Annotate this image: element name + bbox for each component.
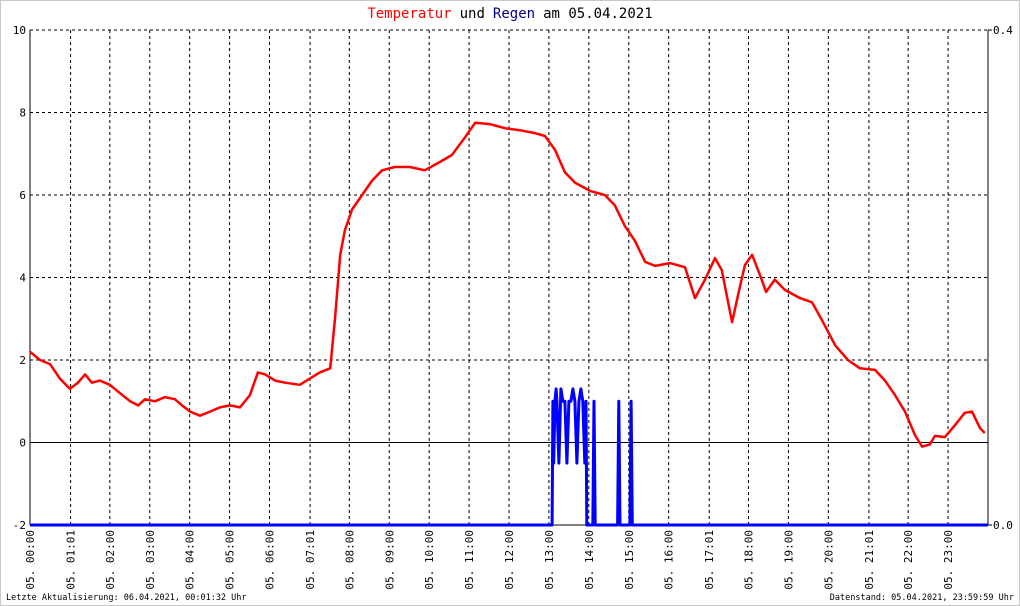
x-tick-label: 05. 08:00 [343,530,356,590]
x-tick-label: 05. 10:00 [423,530,436,590]
x-tick-label: 05. 04:00 [184,530,197,590]
y-tick-label: 4 [19,272,26,285]
x-tick-label: 05. 06:00 [264,530,277,590]
x-tick-label: 05. 03:00 [144,530,157,590]
x-tick-label: 05. 23:00 [942,530,955,590]
x-tick-label: 05. 19:00 [782,530,795,590]
footer-right: Datenstand: 05.04.2021, 23:59:59 Uhr [830,593,1014,603]
y2-tick-label: 0.4 [993,24,1013,37]
y-tick-label: 10 [13,24,26,37]
x-tick-label: 05. 09:00 [383,530,396,590]
y-tick-label: 8 [19,107,26,120]
x-tick-label: 05. 21:01 [863,530,876,590]
footer-left: Letzte Aktualisierung: 06.04.2021, 00:01… [6,593,247,603]
title-word: am 05.04.2021 [543,6,653,22]
y2-tick-label: 0.0 [993,519,1013,532]
x-tick-label: 05. 17:01 [703,530,716,590]
x-tick-label: 05. 16:00 [663,530,676,590]
title-rain: Regen [493,6,535,22]
x-tick-label: 05. 01:01 [65,530,78,590]
x-tick-label: 05. 11:00 [463,530,476,590]
x-tick-label: 05. 18:00 [743,530,756,590]
title-word: und [460,6,485,22]
x-tick-label: 05. 20:00 [822,530,835,590]
chart-title: Temperatur und Regen am 05.04.2021 [367,6,652,22]
x-tick-label: 05. 00:00 [24,530,37,590]
series-line [30,387,988,527]
x-tick-label: 05. 12:00 [503,530,516,590]
series-line [29,121,986,448]
x-tick-label: 05. 15:00 [623,530,636,590]
x-tick-label: 05. 07:01 [304,530,317,590]
x-tick-label: 05. 02:00 [104,530,117,590]
x-tick-label: 05. 14:00 [583,530,596,590]
y-tick-label: 6 [19,189,26,202]
y-tick-label: 0 [19,437,26,450]
y-tick-label: 2 [19,354,26,367]
y-tick-label: -2 [13,519,26,532]
x-tick-label: 05. 13:00 [543,530,556,590]
x-tick-label: 05. 22:00 [902,530,915,590]
title-temperature: Temperatur [367,6,451,22]
x-tick-label: 05. 05:00 [224,530,237,590]
